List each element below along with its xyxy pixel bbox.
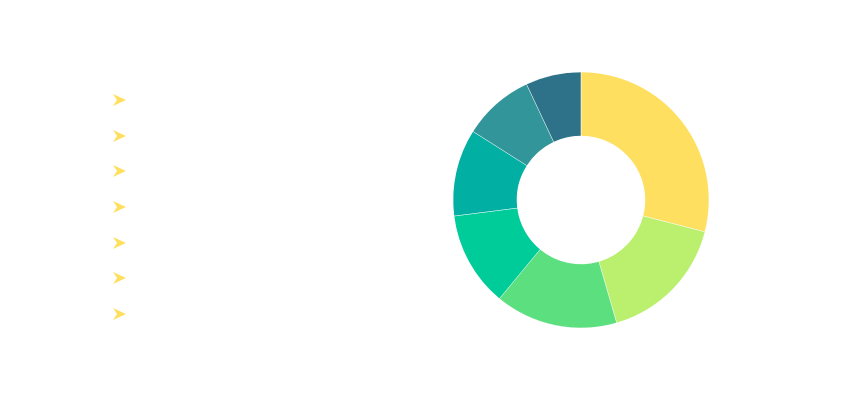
arrow-icon	[113, 93, 126, 106]
donut-slice[interactable]	[580, 71, 710, 233]
arrow-icon	[113, 129, 126, 142]
arrow-icon	[113, 236, 126, 249]
arrow-icon	[113, 165, 126, 178]
arrow-icon	[113, 200, 126, 213]
legend-item[interactable]	[110, 82, 134, 118]
legend-item[interactable]	[110, 260, 134, 296]
legend-item[interactable]	[110, 225, 134, 261]
donut-slice[interactable]	[526, 71, 582, 143]
legend	[110, 82, 134, 332]
arrow-icon	[113, 272, 126, 285]
legend-item[interactable]	[110, 153, 134, 189]
donut-slice[interactable]	[598, 215, 706, 324]
legend-item[interactable]	[110, 189, 134, 225]
arrow-icon	[113, 307, 126, 320]
legend-item[interactable]	[110, 296, 134, 332]
legend-item[interactable]	[110, 118, 134, 154]
